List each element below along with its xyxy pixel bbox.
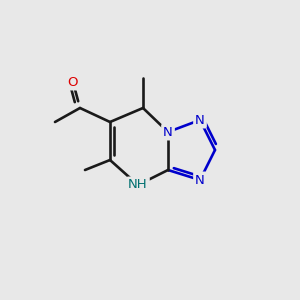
Text: N: N	[195, 113, 205, 127]
Text: NH: NH	[128, 178, 148, 191]
Text: N: N	[195, 173, 205, 187]
Text: N: N	[163, 125, 173, 139]
Text: O: O	[68, 76, 78, 88]
